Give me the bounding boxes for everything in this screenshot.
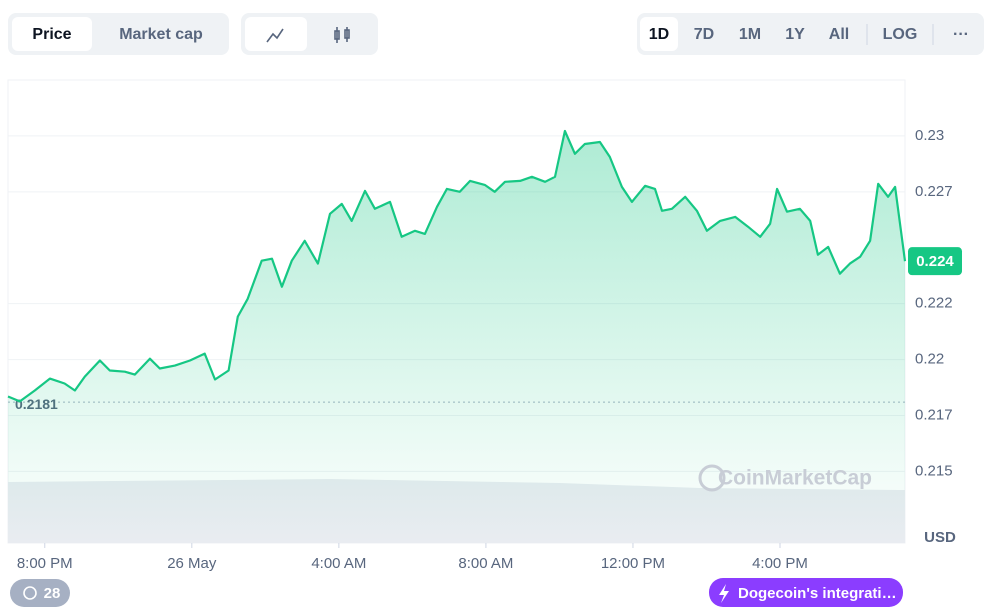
current-price-box: [908, 247, 962, 276]
history-badge[interactable]: [10, 579, 70, 607]
candle-icon[interactable]: [334, 27, 350, 43]
current-price-label: 0.224: [916, 253, 954, 270]
plot: 0.215 0.217 0.22 0.222 0.227 0.23 8:00 PM 26 Ma…: [7, 127, 962, 572]
y-tick-label: 0.227: [915, 183, 953, 200]
history-count: 28: [44, 585, 61, 602]
range-group: [637, 13, 984, 55]
x-tick-label: 8:00 PM: [17, 555, 73, 572]
news-icon: [719, 584, 729, 603]
history-icon: [23, 586, 37, 600]
x-tick-label: 4:00 AM: [311, 555, 366, 572]
range-button[interactable]: 1Y: [785, 26, 805, 43]
y-tick-label: 0.222: [915, 295, 953, 312]
unit-label: USD: [924, 529, 956, 546]
watermark: CoinMarketCap: [718, 467, 872, 490]
x-tick-label: 12:00 PM: [601, 555, 665, 572]
range-button[interactable]: 7D: [694, 26, 714, 43]
line-type-button[interactable]: [245, 17, 307, 51]
x-tick-label: 4:00 PM: [752, 555, 808, 572]
y-tick-label: 0.215: [915, 462, 953, 479]
y-tick-label: 0.22: [915, 351, 944, 368]
y-tick-label: 0.23: [915, 127, 944, 144]
watermark-logo: [698, 464, 726, 492]
log-button[interactable]: LOG: [883, 26, 918, 43]
x-tick-label: 26 May: [167, 555, 217, 572]
range-button[interactable]: 1M: [739, 26, 761, 43]
tab-active: [12, 17, 92, 51]
more-button[interactable]: ···: [953, 26, 969, 43]
line-icon: [266, 28, 284, 43]
news-text: Dogecoin's integrati…: [738, 585, 897, 602]
tab-price[interactable]: Price: [32, 26, 71, 43]
range-button[interactable]: All: [829, 26, 849, 43]
y-tick-label: 0.217: [915, 406, 953, 423]
price-line: [7, 129, 907, 403]
range-active: [640, 17, 678, 51]
news-badge[interactable]: [709, 578, 903, 607]
tab-market-cap[interactable]: Market cap: [119, 26, 203, 43]
x-tick-label: 8:00 AM: [458, 555, 513, 572]
range-button[interactable]: 1D: [649, 26, 669, 43]
area-fill: [8, 131, 905, 543]
